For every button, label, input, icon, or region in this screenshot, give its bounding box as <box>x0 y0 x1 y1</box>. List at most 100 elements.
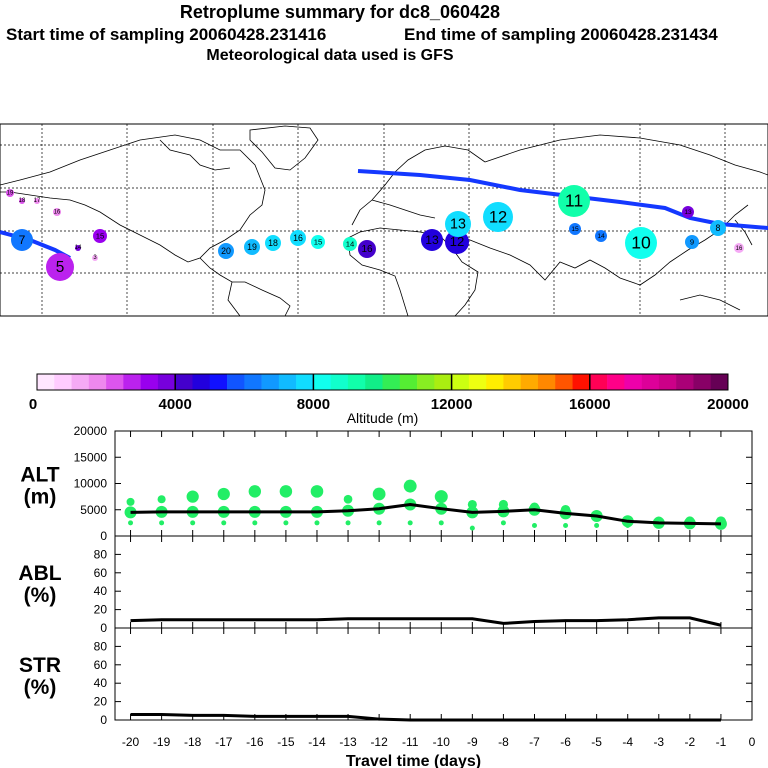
alt-lower-dot <box>594 523 600 528</box>
plume-circle <box>93 229 107 243</box>
coastlines <box>0 125 768 317</box>
plume-circle <box>265 235 281 251</box>
alt-upper-dot <box>279 485 293 498</box>
colorbar-swatch <box>157 374 176 390</box>
y-tick-label: 0 <box>100 713 107 727</box>
alt-upper-dot <box>310 485 324 498</box>
alt-upper-dot <box>186 490 199 503</box>
y-tick-label: 0 <box>100 529 107 543</box>
x-tick-label: -19 <box>153 735 171 749</box>
colorbar-swatch <box>244 374 262 390</box>
x-tick-label: -8 <box>498 735 509 749</box>
x-tick-label: -15 <box>277 735 295 749</box>
alt-upper-dot <box>434 490 448 504</box>
plume-circle <box>34 198 40 204</box>
colorbar-swatch <box>624 374 642 390</box>
plume-label: 9 <box>690 237 694 246</box>
plume-label: 17 <box>34 198 41 204</box>
alt-median-line <box>130 502 721 526</box>
plume-label: 5 <box>56 259 65 276</box>
colorbar-swatch <box>693 374 712 390</box>
panel-1: 80 60 40 20 0 ABL(%) <box>18 535 753 635</box>
plume-label: 20 <box>221 246 231 256</box>
colorbar-swatch <box>537 374 556 390</box>
x-tick-label: -12 <box>370 735 388 749</box>
panel-frame <box>114 535 753 629</box>
plume-label: 12 <box>450 234 465 249</box>
plume-marker: 12 <box>483 202 513 232</box>
y-tick-label: 20 <box>94 603 108 617</box>
x-tick-label: -20 <box>122 735 140 749</box>
x-axis-label: Travel time (days) <box>346 753 481 768</box>
plume-marker: 16 <box>290 230 306 246</box>
plume-circle <box>19 198 25 204</box>
plume-marker: 18 <box>265 235 281 251</box>
plume-label: 8 <box>716 223 721 233</box>
met-data-label: Meteorological data used is GFS <box>206 47 454 64</box>
y-axis-label: STR <box>19 654 61 677</box>
colorbar-swatch <box>140 374 159 390</box>
plume-marker: 15 <box>569 223 581 235</box>
plume-label: 19 <box>7 190 14 196</box>
plume-circle <box>595 230 607 242</box>
alt-lower-dot <box>190 520 196 526</box>
plume-label: 13 <box>450 217 466 233</box>
start-time-label: Start time of sampling 20060428.231416 <box>6 25 327 44</box>
plume-circle <box>343 237 357 251</box>
x-tick-label: -1 <box>716 735 727 749</box>
colorbar-swatch <box>313 374 331 390</box>
plume-marker: 8 <box>710 220 726 236</box>
colorbar-swatch <box>192 374 211 390</box>
alt-upper-dot <box>157 495 166 504</box>
plume-label: 14 <box>75 245 82 251</box>
x-tick-label: -16 <box>246 735 264 749</box>
x-tick-label: -3 <box>653 735 664 749</box>
plume-track <box>357 169 768 230</box>
colorbar-swatch <box>123 374 141 390</box>
plume-label: 11 <box>565 191 583 211</box>
alt-median-dot <box>124 506 137 519</box>
colorbar-swatch <box>486 374 504 390</box>
plume-label: 12 <box>489 208 507 226</box>
alt-lower-dot <box>283 520 289 526</box>
alt-upper-dot <box>343 494 353 504</box>
plume-circle <box>682 206 694 218</box>
plume-circle <box>734 243 744 253</box>
x-tick-label: -4 <box>622 735 633 749</box>
alt-lower-dot <box>438 520 444 526</box>
plume-label: 16 <box>293 233 303 243</box>
colorbar-swatch <box>175 374 193 390</box>
plume-circle <box>11 229 33 251</box>
colorbar-swatch <box>607 374 625 390</box>
plume-marker: 18 <box>19 198 26 204</box>
x-tick-label: -10 <box>433 735 451 749</box>
plume-circle <box>218 243 234 259</box>
colorbar-tick-label: 16000 <box>569 396 611 413</box>
plume-circle <box>558 185 590 217</box>
colorbar-swatch <box>520 374 539 390</box>
plume-label: 14 <box>597 233 605 240</box>
plume-label: 16 <box>736 246 743 252</box>
alt-lower-dot <box>314 520 320 526</box>
colorbar-swatch <box>417 374 435 390</box>
y-axis-unit: (m) <box>24 486 57 509</box>
colorbar-tick-label: 12000 <box>431 396 473 413</box>
plume-label: 18 <box>19 198 26 204</box>
plume-label: 3 <box>93 255 97 261</box>
plume-label: 13 <box>425 233 439 247</box>
plume-circle <box>445 211 471 237</box>
plume-label: 19 <box>247 242 257 252</box>
plume-marker: 16 <box>53 208 61 216</box>
colorbar-swatch <box>71 374 90 390</box>
y-tick-label: 40 <box>94 676 108 690</box>
alt-lower-dot <box>159 520 165 526</box>
colorbar-swatch <box>296 374 314 390</box>
colorbar-swatch <box>261 374 280 390</box>
series-line <box>130 712 721 722</box>
plume-label: 15 <box>571 226 579 233</box>
y-axis-unit: (%) <box>24 584 57 607</box>
altitude-colorbar: 0 4000 8000 12000 16000 20000 Altitude (m) <box>29 373 749 426</box>
plume-label: 16 <box>362 244 373 255</box>
